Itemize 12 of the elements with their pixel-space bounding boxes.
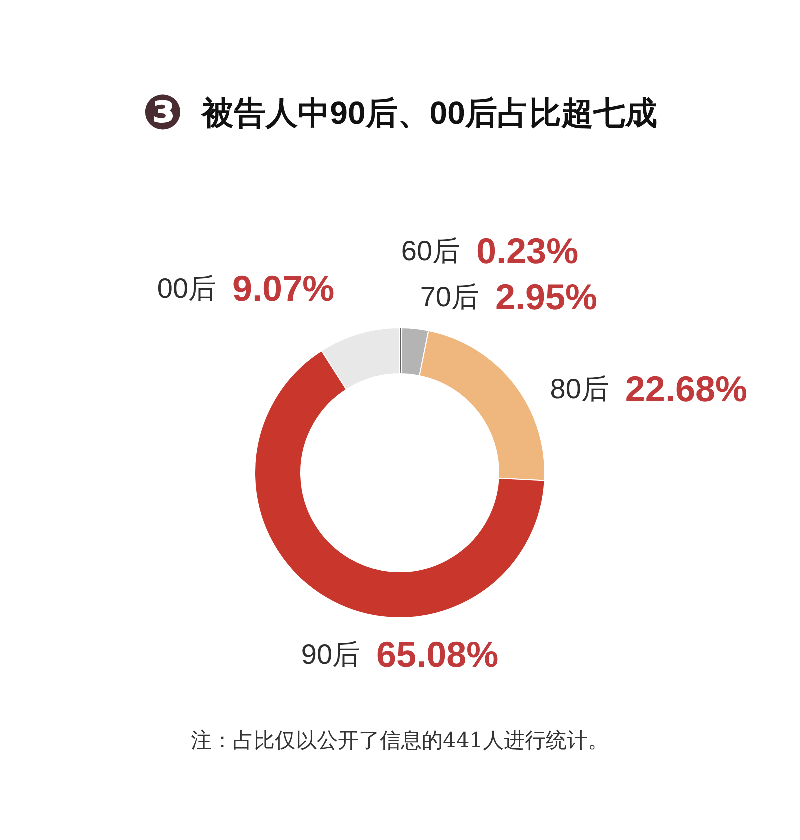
slice-label: 90后 (301, 638, 361, 670)
data-label: 0.23% (476, 230, 579, 272)
slice-label: 70后 (420, 282, 480, 313)
slice-label: 00后 (157, 273, 217, 304)
slice-label: 60后 (401, 236, 461, 267)
chart-title: ❸ 被告人中90后、00后占比超七成 (142, 85, 658, 141)
data-label: 9.07% (232, 268, 335, 310)
slice-label: 80后 (550, 373, 610, 404)
data-label: 22.68% (625, 368, 748, 410)
text: 注：占比仅以公开了信息的441人进行统计。 (190, 728, 610, 752)
data-label: 2.95% (495, 276, 598, 318)
data-label: 65.08% (376, 634, 499, 675)
